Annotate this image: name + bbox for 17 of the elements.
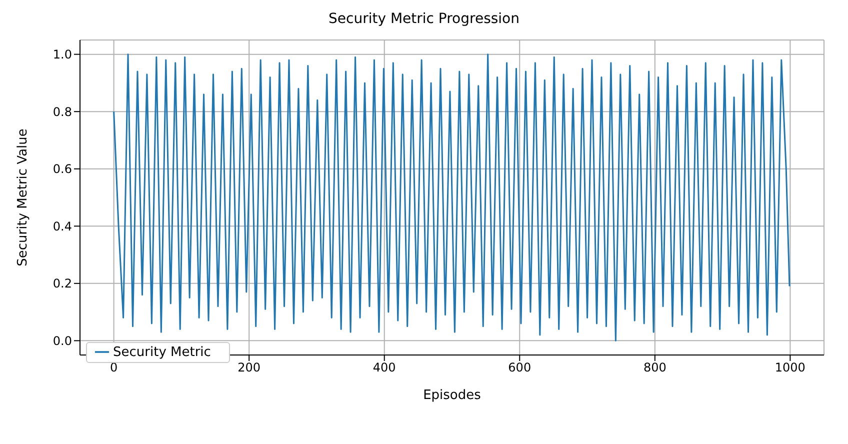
x-tick-label: 800 — [643, 360, 666, 375]
y-tick-label: 0.8 — [52, 104, 72, 119]
line-series — [113, 54, 790, 342]
x-tick-label: 1000 — [774, 360, 806, 375]
x-axis-title: Episodes — [423, 388, 482, 403]
legend-label: Security Metric — [113, 345, 211, 360]
x-tick-label: 400 — [372, 360, 396, 375]
x-tick-label: 600 — [508, 360, 532, 375]
y-tick-label: 1.0 — [52, 48, 72, 62]
chart-title: Security Metric Progression — [328, 10, 520, 29]
y-tick-label: 0.0 — [52, 334, 72, 348]
y-tick-label: 0.2 — [52, 276, 72, 291]
x-tick-label: 200 — [238, 360, 261, 375]
x-tick-label: 0 — [110, 360, 118, 375]
y-axis-title: Security Metric Value — [16, 128, 31, 266]
y-tick-label: 0.4 — [52, 219, 72, 234]
y-tick-label: 0.6 — [52, 162, 72, 176]
